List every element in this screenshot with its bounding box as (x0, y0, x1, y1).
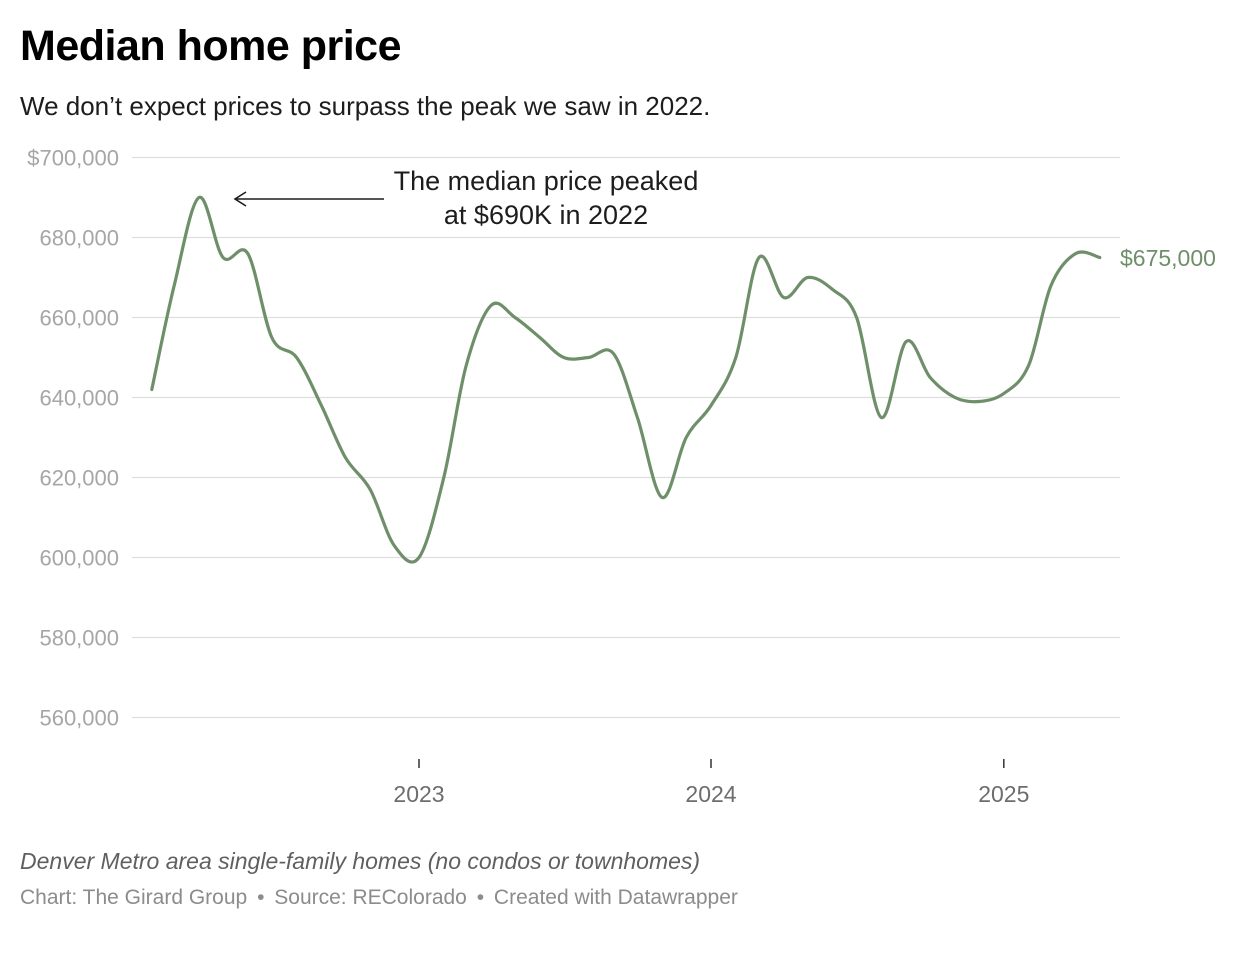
x-tick-label: 2023 (393, 781, 444, 807)
annotation-arrowhead (233, 191, 247, 207)
y-tick-label: 600,000 (39, 546, 119, 571)
footer-separator: • (257, 886, 265, 909)
footer-separator: • (476, 886, 485, 909)
median-price-line (150, 195, 1102, 564)
y-tick-label: 560,000 (39, 706, 119, 731)
annotation-line-1: The median price peaked (394, 166, 699, 196)
source-credit: Source: REColorado (274, 886, 467, 909)
y-tick-label: 640,000 (39, 386, 119, 411)
chart-credit: Chart: The Girard Group (20, 886, 248, 909)
y-tick-label: 660,000 (39, 306, 119, 331)
end-value-label: $675,000 (1120, 245, 1216, 271)
y-tick-label: $700,000 (27, 146, 119, 171)
gridlines (132, 156, 1120, 719)
x-axis: 2023 2024 2025 (393, 759, 1029, 807)
annotation: The median price peaked at $690K in 2022 (233, 166, 699, 230)
y-tick-label: 680,000 (39, 226, 119, 251)
y-axis-labels: 560,000 580,000 600,000 620,000 640,000 660,0… (27, 146, 119, 731)
datawrapper-link[interactable]: Created with Datawrapper (493, 886, 738, 909)
x-tick-label: 2024 (685, 781, 736, 807)
chart-footer: Chart: The Girard Group • Source: REColo… (20, 884, 738, 912)
chart-notes: Denver Metro area single-family homes (n… (20, 848, 701, 874)
line-chart: 560,000 580,000 600,000 620,000 640,000 660,0… (27, 146, 1216, 808)
y-tick-label: 580,000 (39, 626, 119, 651)
chart-subtitle: We don’t expect prices to surpass the pe… (20, 91, 711, 121)
series-layer (150, 195, 1102, 564)
annotation-line-2: at $690K in 2022 (444, 200, 648, 230)
x-tick-label: 2025 (978, 781, 1029, 807)
y-tick-label: 620,000 (39, 466, 119, 491)
chart-title: Median home price (20, 22, 401, 70)
